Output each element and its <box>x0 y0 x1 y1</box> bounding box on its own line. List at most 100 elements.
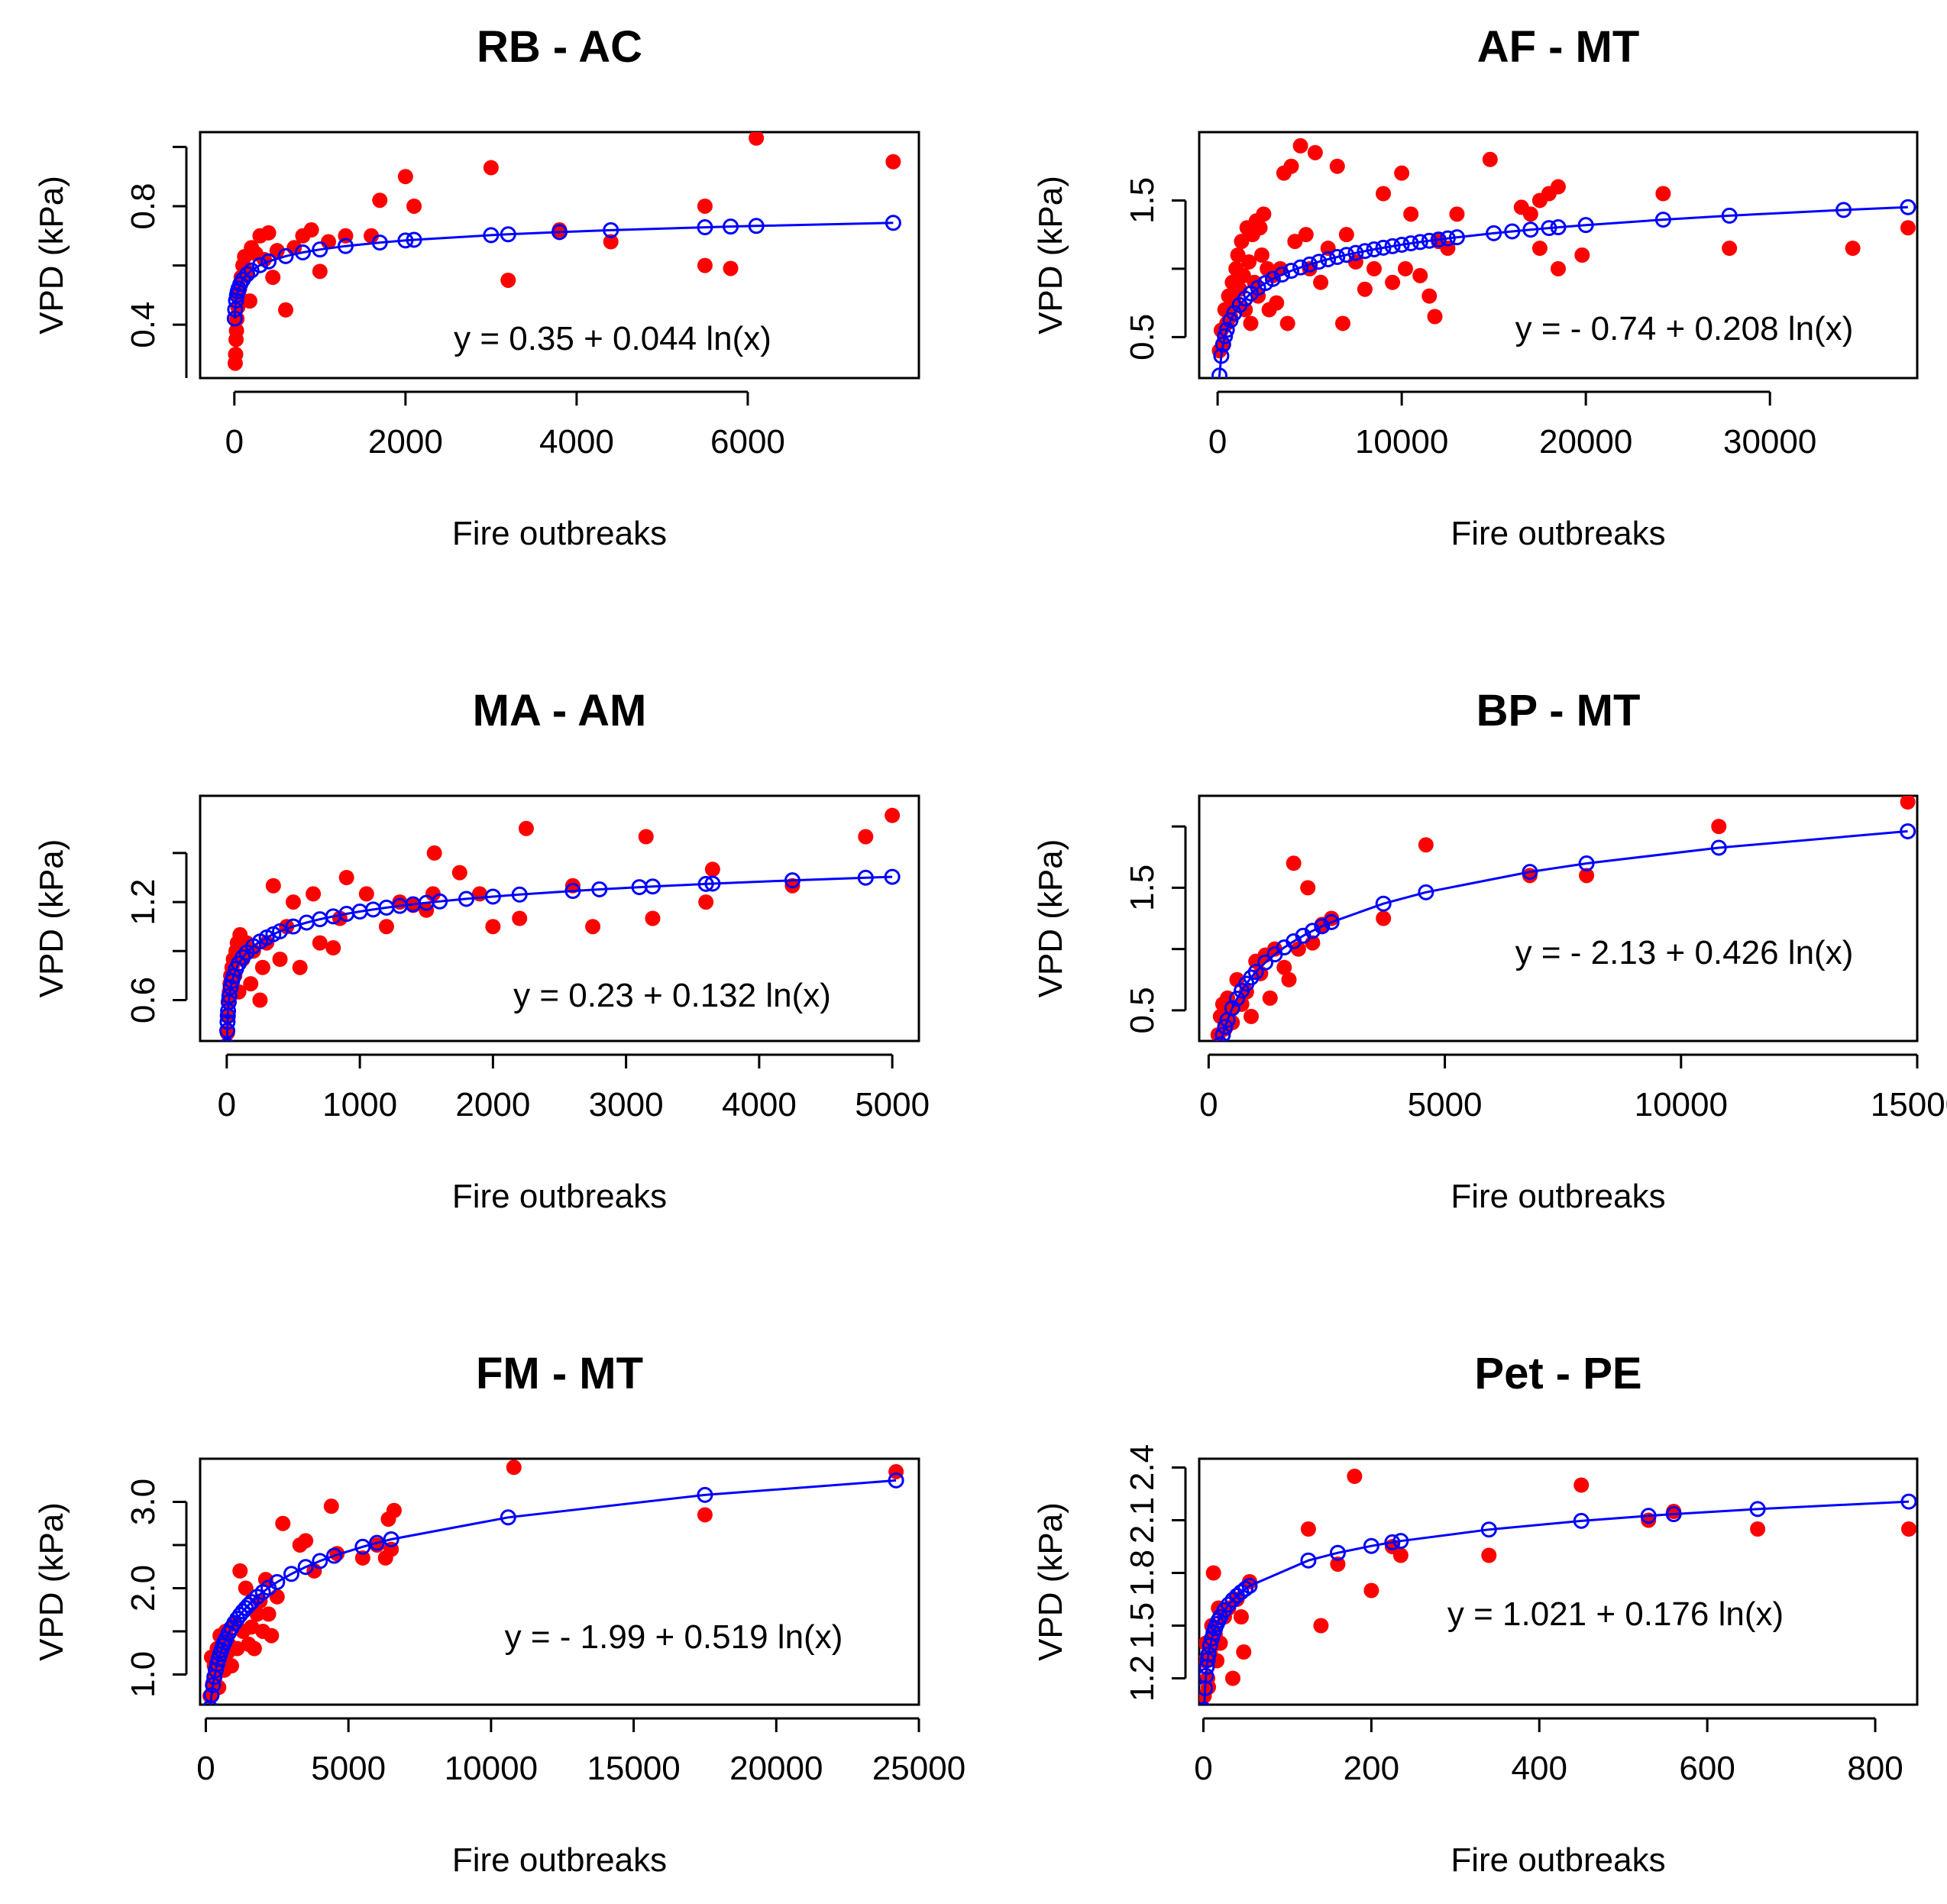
observed-point <box>1252 220 1268 236</box>
observed-point <box>232 1563 248 1579</box>
fitted-point <box>1329 1544 1346 1561</box>
x-tick-label: 10000 <box>1635 1086 1728 1123</box>
fitted-point <box>269 1573 286 1590</box>
observed-point <box>1253 247 1269 263</box>
observed-point <box>1376 186 1392 202</box>
plot-area <box>1199 1469 1917 1705</box>
observed-point <box>1212 1635 1228 1651</box>
x-axis-label: Fire outbreaks <box>1451 1841 1665 1879</box>
observed-point <box>585 919 601 935</box>
fitted-point <box>326 1547 343 1564</box>
observed-point <box>1403 206 1419 222</box>
observed-point <box>749 132 765 146</box>
observed-point <box>858 829 874 845</box>
fitted-point <box>1421 232 1438 249</box>
x-axis-label: Fire outbreaks <box>452 1178 667 1215</box>
observed-point <box>1329 158 1345 174</box>
panel-4: BP - MT 0 5000 10000 15000 0.5 1.5 Fire outbrea… <box>1032 686 1947 1215</box>
observed-point <box>323 1498 339 1514</box>
fitted-point <box>222 979 239 996</box>
fitted-point <box>748 218 765 234</box>
observed-point <box>397 169 413 185</box>
fitted-point <box>260 253 277 270</box>
fitted-point <box>220 1037 234 1041</box>
observed-point <box>1363 1582 1379 1599</box>
fitted-point <box>1329 248 1346 265</box>
y-tick-label: 1.2 <box>1124 1655 1161 1702</box>
observed-point <box>1655 186 1671 202</box>
fitted-point <box>1578 855 1595 872</box>
regression-equation: y = - 2.13 + 0.426 ln(x) <box>1515 934 1854 971</box>
fitted-point <box>1366 241 1383 257</box>
x-tick-label: 400 <box>1512 1750 1567 1787</box>
fitted-point <box>1375 895 1392 912</box>
observed-point <box>1357 281 1373 297</box>
fitted-point <box>1347 244 1364 261</box>
observed-point <box>1298 227 1314 243</box>
observed-point <box>298 1533 314 1549</box>
regression-equation: y = 0.23 + 0.132 ln(x) <box>513 977 831 1014</box>
x-tick-label: 0 <box>1194 1750 1212 1787</box>
observed-point <box>1551 179 1566 195</box>
observed-point <box>1300 880 1316 896</box>
fitted-point <box>1900 823 1916 839</box>
fitted-point <box>312 241 328 258</box>
observed-point <box>1281 971 1297 988</box>
observed-point <box>1385 274 1401 290</box>
observed-point <box>1286 855 1302 871</box>
x-tick-label: 10000 <box>1355 423 1448 461</box>
observed-point <box>312 935 328 951</box>
fitted-point <box>1314 918 1331 935</box>
observed-point <box>1574 247 1590 263</box>
fitted-point <box>704 875 721 892</box>
fitted-point <box>221 988 238 1004</box>
y-tick-label: 1.5 <box>1124 1602 1161 1649</box>
fitted-point <box>888 1472 904 1489</box>
observed-point <box>1241 254 1257 270</box>
observed-point <box>278 302 294 318</box>
fitted-point <box>1835 202 1852 218</box>
fitted-point <box>1375 239 1392 256</box>
fitted-point <box>500 1509 516 1526</box>
observed-point <box>451 865 467 881</box>
plot-frame <box>199 1457 920 1706</box>
observed-point <box>1233 1609 1249 1624</box>
fitted-point <box>219 1013 236 1030</box>
observed-point <box>1269 295 1285 311</box>
observed-point <box>1392 1547 1409 1563</box>
x-tick-label: 15000 <box>1871 1086 1947 1123</box>
observed-point <box>512 910 528 926</box>
x-tick-label: 5000 <box>855 1086 930 1123</box>
fitted-point <box>500 226 516 243</box>
x-tick-label: 1000 <box>322 1086 397 1123</box>
observed-point <box>285 894 301 910</box>
observed-point <box>885 154 901 170</box>
y-axis-label: VPD (kPa) <box>1032 839 1069 998</box>
observed-point <box>252 992 268 1008</box>
panel-title: RB - AC <box>477 22 642 72</box>
observed-point <box>1313 1618 1329 1634</box>
observed-point <box>1397 260 1413 276</box>
panel-2: AF - MT 0 10000 20000 30000 0.5 1.5 Fire outbre… <box>1032 22 1919 552</box>
y-tick-label: 0.6 <box>125 977 162 1023</box>
y-axis-label: VPD (kPa) <box>33 839 70 998</box>
observed-point <box>1279 315 1295 331</box>
plot-frame <box>199 131 920 380</box>
observed-point <box>500 272 516 288</box>
fitted-point <box>1264 270 1281 287</box>
observed-point <box>1262 990 1278 1006</box>
fitted-point <box>1393 236 1410 253</box>
observed-point <box>406 198 422 214</box>
fitted-point <box>483 227 500 244</box>
fitted-point <box>220 994 237 1010</box>
y-tick-label: 3.0 <box>125 1479 162 1525</box>
fitted-point <box>1218 322 1235 338</box>
fitted-point <box>1573 1512 1590 1529</box>
observed-point <box>564 878 581 894</box>
observed-point <box>1335 315 1350 331</box>
observed-point <box>358 886 374 902</box>
fitted-point <box>1522 864 1538 881</box>
observed-point <box>378 919 394 935</box>
fitted-point <box>272 923 289 939</box>
